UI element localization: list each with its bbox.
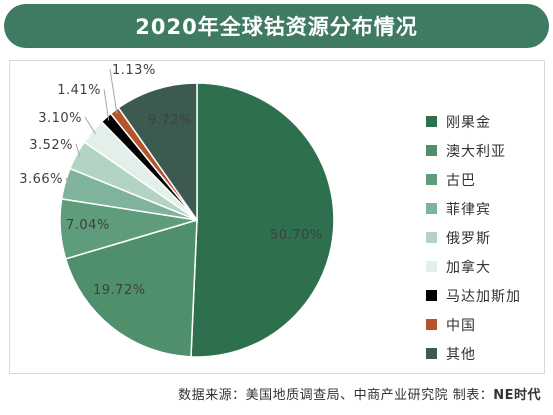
legend-item-9: 其他 <box>426 339 551 368</box>
legend-label: 俄罗斯 <box>446 230 491 247</box>
data-label-3: 7.04% <box>66 218 110 233</box>
legend-swatch <box>426 261 437 272</box>
data-label-4: 3.66% <box>19 172 63 187</box>
pie-slice-1 <box>190 82 335 358</box>
pie-slices <box>59 82 335 358</box>
legend-label: 菲律宾 <box>446 201 491 218</box>
legend-label: 古巴 <box>446 172 476 189</box>
legend-item-8: 中国 <box>426 310 551 339</box>
legend-label: 马达加斯加 <box>446 288 521 305</box>
legend: 刚果金澳大利亚古巴菲律宾俄罗斯加拿大马达加斯加中国其他 <box>426 107 551 368</box>
legend-item-1: 刚果金 <box>426 107 551 136</box>
legend-swatch <box>426 290 437 301</box>
legend-swatch <box>426 203 437 214</box>
legend-item-4: 菲律宾 <box>426 194 551 223</box>
title-banner: 2020年全球钴资源分布情况 <box>4 4 549 48</box>
legend-label: 刚果金 <box>446 114 491 131</box>
pie-slice-9 <box>117 82 198 223</box>
legend-item-2: 澳大利亚 <box>426 136 551 165</box>
legend-item-5: 俄罗斯 <box>426 223 551 252</box>
pie-slice-2 <box>64 218 198 358</box>
legend-item-3: 古巴 <box>426 165 551 194</box>
legend-swatch <box>426 174 437 185</box>
legend-item-7: 马达加斯加 <box>426 281 551 310</box>
data-label-8: 1.13% <box>112 63 156 78</box>
leader-line-5 <box>75 143 81 157</box>
legend-swatch <box>426 319 437 330</box>
legend-swatch <box>426 348 437 359</box>
legend-label: 澳大利亚 <box>446 143 506 160</box>
data-label-2: 19.72% <box>93 283 146 298</box>
source-brand: NE时代 <box>493 388 541 403</box>
chart-title: 2020年全球钴资源分布情况 <box>135 15 418 39</box>
leader-lines <box>65 68 118 185</box>
data-labels: 50.70% 19.72% 7.04% 3.66% 3.52% 3.10% 1.41% 1.1… <box>19 63 322 298</box>
data-label-7: 1.41% <box>57 83 101 98</box>
chart-frame <box>9 60 545 374</box>
data-label-6: 3.10% <box>38 111 82 126</box>
leader-line-7 <box>103 88 110 121</box>
data-label-9: 9.72% <box>148 113 192 128</box>
legend-swatch <box>426 145 437 156</box>
legend-label: 中国 <box>446 317 476 334</box>
leader-line-8 <box>109 68 118 114</box>
legend-label: 其他 <box>446 346 476 363</box>
legend-label: 加拿大 <box>446 259 491 276</box>
source-note: 数据来源：美国地质调查局、中商产业研究院 制表：NE时代 <box>178 384 541 403</box>
legend-item-6: 加拿大 <box>426 252 551 281</box>
legend-swatch <box>426 116 437 127</box>
data-label-5: 3.52% <box>29 138 73 153</box>
leader-line-6 <box>84 116 96 135</box>
source-text: 数据来源：美国地质调查局、中商产业研究院 制表： <box>178 388 494 403</box>
leader-line-4 <box>65 177 70 185</box>
data-label-1: 50.70% <box>270 228 323 243</box>
legend-swatch <box>426 232 437 243</box>
